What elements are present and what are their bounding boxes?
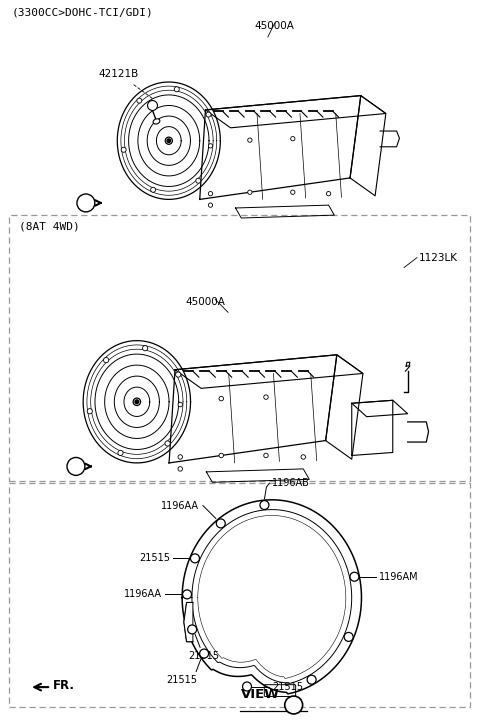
Circle shape xyxy=(118,450,123,456)
Circle shape xyxy=(248,138,252,142)
Text: 21515: 21515 xyxy=(272,681,303,691)
Text: FR.: FR. xyxy=(53,679,75,692)
Text: 1123LK: 1123LK xyxy=(419,252,458,262)
Text: 21515: 21515 xyxy=(189,651,219,662)
Circle shape xyxy=(121,148,126,152)
Circle shape xyxy=(196,178,201,183)
Circle shape xyxy=(137,98,142,103)
Circle shape xyxy=(217,519,225,528)
Circle shape xyxy=(206,112,211,117)
Text: 42121B: 42121B xyxy=(99,68,139,79)
Circle shape xyxy=(344,632,353,641)
Circle shape xyxy=(208,144,213,148)
Circle shape xyxy=(178,402,182,407)
Polygon shape xyxy=(184,603,193,642)
Circle shape xyxy=(167,139,171,142)
Text: A: A xyxy=(290,700,297,710)
Circle shape xyxy=(178,467,182,471)
Text: 1196AA: 1196AA xyxy=(161,500,199,510)
Circle shape xyxy=(148,100,158,111)
Circle shape xyxy=(67,457,85,475)
Circle shape xyxy=(77,194,95,212)
Circle shape xyxy=(150,188,156,193)
Ellipse shape xyxy=(153,119,160,124)
Circle shape xyxy=(133,398,140,406)
Circle shape xyxy=(178,454,182,459)
Text: 21515: 21515 xyxy=(139,553,170,563)
Text: 21515: 21515 xyxy=(167,675,198,686)
Circle shape xyxy=(350,572,359,581)
Circle shape xyxy=(87,409,92,414)
Text: A: A xyxy=(72,462,80,471)
Circle shape xyxy=(182,590,192,599)
Circle shape xyxy=(188,625,196,634)
Text: 45000A: 45000A xyxy=(185,297,225,308)
Circle shape xyxy=(208,191,213,196)
Text: A: A xyxy=(82,198,90,208)
Circle shape xyxy=(103,358,109,363)
Text: 1196AM: 1196AM xyxy=(379,571,419,582)
Circle shape xyxy=(191,554,199,563)
Circle shape xyxy=(326,191,331,196)
Circle shape xyxy=(264,395,268,399)
Circle shape xyxy=(165,441,170,446)
Circle shape xyxy=(165,137,172,144)
Text: 45000A: 45000A xyxy=(255,21,295,31)
Circle shape xyxy=(307,675,316,684)
Circle shape xyxy=(208,203,213,207)
Text: (3300CC>DOHC-TCI/GDI): (3300CC>DOHC-TCI/GDI) xyxy=(11,7,153,17)
Text: VIEW: VIEW xyxy=(240,688,279,701)
Circle shape xyxy=(242,682,251,691)
Text: 1196AB: 1196AB xyxy=(273,478,310,488)
Circle shape xyxy=(264,453,268,458)
Circle shape xyxy=(291,137,295,141)
Circle shape xyxy=(291,190,295,194)
Circle shape xyxy=(260,501,269,510)
Circle shape xyxy=(301,454,306,459)
Circle shape xyxy=(200,649,208,658)
Circle shape xyxy=(219,396,224,401)
Circle shape xyxy=(135,400,139,403)
Circle shape xyxy=(285,696,303,714)
Circle shape xyxy=(219,453,224,458)
Text: (8AT 4WD): (8AT 4WD) xyxy=(19,222,80,232)
Text: 1196AA: 1196AA xyxy=(124,590,162,599)
Circle shape xyxy=(174,87,179,92)
Circle shape xyxy=(176,372,181,377)
Circle shape xyxy=(248,190,252,194)
Circle shape xyxy=(143,345,148,351)
